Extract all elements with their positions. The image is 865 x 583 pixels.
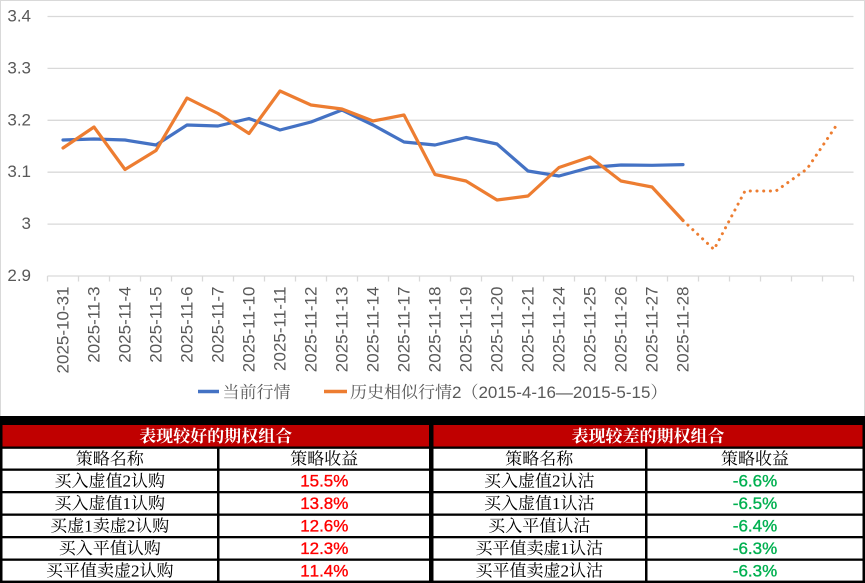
svg-text:3: 3 — [22, 214, 31, 233]
svg-text:2.9: 2.9 — [7, 266, 31, 285]
svg-text:2: 2 — [452, 383, 461, 402]
svg-text:2: 2 — [123, 472, 132, 491]
svg-text:2025-11-5: 2025-11-5 — [147, 287, 166, 363]
svg-text:3.2: 3.2 — [7, 110, 31, 129]
svg-text:12.6%: 12.6% — [300, 517, 348, 536]
svg-text:1: 1 — [123, 494, 132, 513]
svg-text:2: 2 — [131, 561, 140, 580]
svg-text:2025-11-18: 2025-11-18 — [426, 287, 445, 373]
svg-text:3.3: 3.3 — [7, 58, 31, 77]
svg-text:-6.3%: -6.3% — [733, 561, 777, 580]
svg-text:2025-11-24: 2025-11-24 — [550, 287, 569, 373]
svg-text:2: 2 — [552, 472, 561, 491]
svg-text:2025-10-31: 2025-10-31 — [54, 287, 73, 374]
svg-text:1: 1 — [84, 517, 93, 536]
svg-text:2025-11-17: 2025-11-17 — [395, 287, 414, 373]
svg-text:12.3%: 12.3% — [300, 539, 348, 558]
svg-text:2025-11-21: 2025-11-21 — [519, 287, 538, 373]
svg-text:3.1: 3.1 — [7, 162, 31, 181]
svg-text:2025-11-4: 2025-11-4 — [116, 287, 135, 363]
svg-text:2025-11-11: 2025-11-11 — [271, 287, 290, 371]
svg-text:1: 1 — [561, 539, 570, 558]
svg-text:2025-11-12: 2025-11-12 — [302, 287, 321, 373]
svg-text:2025-11-26: 2025-11-26 — [612, 287, 631, 373]
svg-text:2: 2 — [127, 517, 136, 536]
svg-text:13.8%: 13.8% — [300, 494, 348, 513]
svg-text:2015-4-16—2015-5-15: 2015-4-16—2015-5-15 — [479, 383, 651, 402]
svg-text:2025-11-14: 2025-11-14 — [364, 287, 383, 373]
svg-text:1: 1 — [552, 494, 561, 513]
svg-text:2025-11-6: 2025-11-6 — [178, 287, 197, 363]
svg-text:15.5%: 15.5% — [300, 472, 348, 491]
svg-text:2025-11-27: 2025-11-27 — [643, 287, 662, 373]
svg-text:-6.4%: -6.4% — [733, 517, 777, 536]
svg-text:2025-11-3: 2025-11-3 — [85, 287, 104, 363]
svg-text:-6.3%: -6.3% — [733, 539, 777, 558]
svg-text:2025-11-7: 2025-11-7 — [209, 287, 228, 363]
svg-text:2025-11-20: 2025-11-20 — [488, 287, 507, 373]
svg-text:11.4%: 11.4% — [300, 561, 348, 580]
svg-text:2025-11-28: 2025-11-28 — [674, 287, 693, 373]
svg-text:-6.6%: -6.6% — [733, 472, 777, 491]
svg-text:2: 2 — [561, 561, 570, 580]
svg-text:2025-11-25: 2025-11-25 — [581, 287, 600, 373]
svg-text:2025-11-10: 2025-11-10 — [240, 287, 259, 373]
svg-text:2025-11-13: 2025-11-13 — [333, 287, 352, 373]
svg-text:2025-11-19: 2025-11-19 — [457, 287, 476, 373]
svg-text:-6.5%: -6.5% — [733, 494, 777, 513]
svg-text:3.4: 3.4 — [7, 7, 31, 26]
